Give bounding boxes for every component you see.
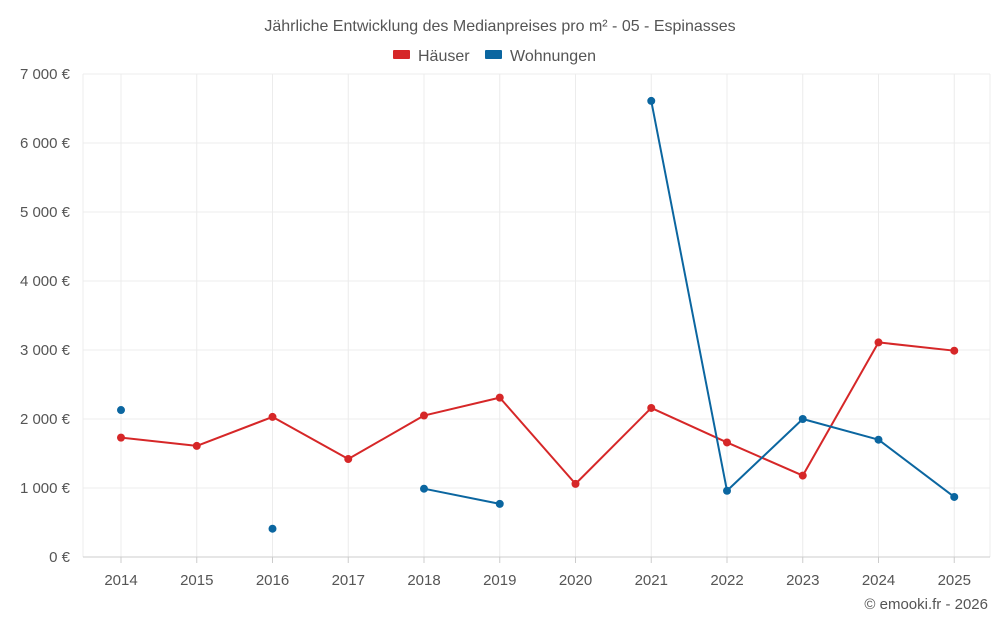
legend-label-houses: Häuser — [418, 48, 470, 65]
legend-item-houses[interactable]: Häuser — [393, 48, 470, 65]
data-point-apartments-2016[interactable] — [268, 524, 277, 533]
data-point-houses-2014[interactable] — [117, 433, 125, 442]
y-tick-label: 2 000 € — [20, 411, 71, 428]
data-point-apartments-2014[interactable] — [117, 406, 125, 415]
x-tick-label: 2020 — [559, 572, 592, 589]
legend-swatch-apartments — [485, 50, 502, 59]
y-tick-label: 5 000 € — [20, 204, 71, 221]
grid — [83, 73, 991, 557]
y-tick-label: 1 000 € — [20, 480, 71, 497]
x-tick-label: 2022 — [710, 572, 743, 589]
legend-label-apartments: Wohnungen — [510, 48, 596, 65]
x-tick-label: 2014 — [104, 572, 137, 589]
series-apartments — [117, 96, 959, 533]
data-point-apartments-2019[interactable] — [495, 499, 504, 508]
legend: Häuser Wohnungen — [393, 48, 596, 65]
series-line-apartments — [423, 487, 500, 505]
data-point-houses-2016[interactable] — [268, 412, 277, 421]
data-point-apartments-2018[interactable] — [420, 484, 428, 493]
data-point-houses-2025[interactable] — [950, 346, 959, 355]
data-point-houses-2019[interactable] — [495, 393, 504, 402]
chart-title: Jährliche Entwicklung des Medianpreises … — [264, 18, 735, 35]
y-tick-label: 0 € — [49, 549, 71, 566]
x-tick-label: 2016 — [256, 572, 289, 589]
x-tick-label: 2023 — [786, 572, 819, 589]
data-point-houses-2021[interactable] — [647, 403, 656, 412]
data-point-houses-2020[interactable] — [571, 479, 580, 488]
data-point-apartments-2025[interactable] — [950, 492, 959, 501]
data-point-apartments-2023[interactable] — [798, 415, 807, 423]
y-tick-label: 4 000 € — [20, 273, 71, 290]
data-point-houses-2018[interactable] — [420, 411, 428, 420]
data-point-houses-2015[interactable] — [192, 441, 201, 450]
data-point-houses-2023[interactable] — [798, 471, 807, 480]
y-tick-label: 7 000 € — [20, 66, 71, 83]
x-tick-label: 2018 — [407, 572, 440, 589]
x-tick-label: 2017 — [332, 572, 365, 589]
series-houses — [117, 338, 959, 488]
y-tick-label: 6 000 € — [20, 135, 71, 152]
x-tick-label: 2024 — [862, 572, 895, 589]
series — [117, 96, 959, 533]
data-point-apartments-2024[interactable] — [874, 435, 883, 444]
data-point-apartments-2021[interactable] — [647, 96, 656, 105]
data-point-houses-2024[interactable] — [874, 338, 883, 347]
data-point-houses-2022[interactable] — [723, 438, 731, 447]
x-axis: 2014 2015 2016 2017 2018 2019 2020 2021 2022 2023… — [83, 556, 990, 589]
x-tick-label: 2025 — [938, 572, 971, 589]
x-tick-label: 2021 — [635, 572, 668, 589]
series-line-houses — [120, 341, 955, 485]
data-point-houses-2017[interactable] — [344, 455, 353, 464]
y-tick-label: 3 000 € — [20, 342, 71, 359]
y-axis: 0 € 1 000 € 2 000 € 3 000 € 4 000 € 5 000 € 6 … — [20, 66, 84, 566]
legend-swatch-houses — [393, 50, 410, 59]
data-point-apartments-2022[interactable] — [723, 486, 731, 495]
x-tick-label: 2019 — [483, 572, 516, 589]
legend-item-apartments[interactable]: Wohnungen — [485, 48, 596, 65]
x-tick-label: 2015 — [180, 572, 213, 589]
credit: © emooki.fr - 2026 — [864, 596, 988, 613]
